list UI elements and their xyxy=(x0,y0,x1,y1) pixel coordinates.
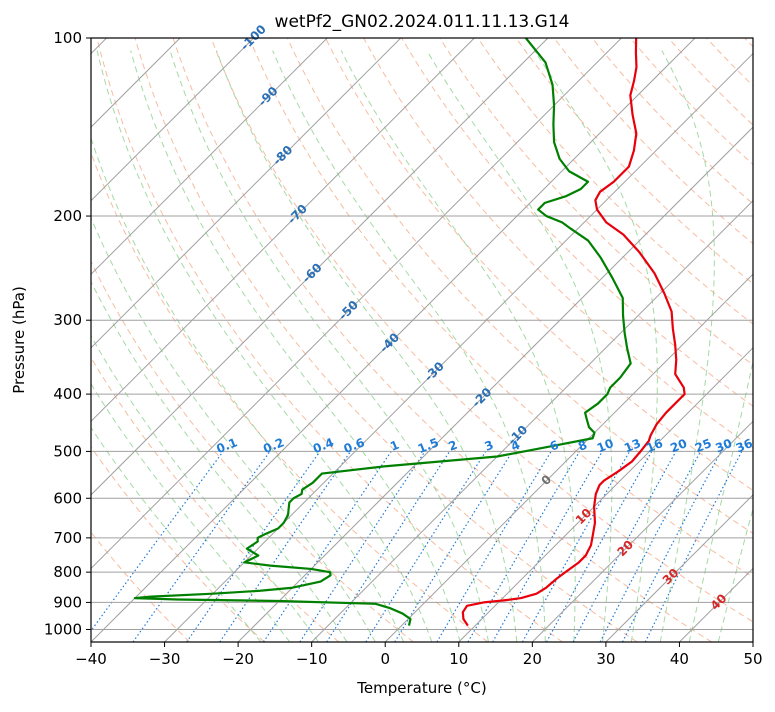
y-tick-label: 500 xyxy=(53,442,82,460)
y-tick-label: 100 xyxy=(53,29,82,47)
isotherm-line xyxy=(164,52,753,642)
isotherm-line xyxy=(91,38,255,202)
x-tick-label: −40 xyxy=(75,650,107,668)
moist-adiabat xyxy=(688,359,753,642)
isotherm-line xyxy=(91,38,696,642)
moist-adiabat xyxy=(659,50,715,642)
isotherm-line xyxy=(91,38,328,275)
y-tick-label: 600 xyxy=(53,489,82,507)
mixing-ratio-label: 25 xyxy=(693,436,714,455)
dry-adiabat xyxy=(363,38,753,449)
mixing-ratio-line xyxy=(186,451,321,642)
isotherm-line xyxy=(311,199,753,642)
y-tick-label: 200 xyxy=(53,207,82,225)
dry-adiabat xyxy=(134,38,638,642)
mixing-ratio-line xyxy=(326,451,451,642)
dry-adiabat xyxy=(591,38,753,205)
dry-adiabat xyxy=(401,38,753,407)
y-tick-label: 800 xyxy=(53,563,82,581)
x-tick-label: −30 xyxy=(149,650,181,668)
moist-adiabat xyxy=(130,50,461,642)
y-tick-label: 1000 xyxy=(44,620,82,638)
moist-adiabat xyxy=(272,50,546,642)
moist-adiabat xyxy=(533,50,658,642)
dry-adiabat xyxy=(325,38,753,491)
mixing-ratio-line xyxy=(91,451,224,632)
mixing-ratio-line xyxy=(644,451,743,642)
moist-adiabat xyxy=(717,507,753,642)
dry-adiabat xyxy=(91,445,265,642)
isotherm-line xyxy=(605,494,753,642)
x-tick-label: 50 xyxy=(743,650,762,668)
dry-adiabat xyxy=(248,38,753,578)
x-tick-label: 30 xyxy=(596,650,615,668)
mixing-ratio-label: 30 xyxy=(713,436,734,455)
isotherm-line xyxy=(91,38,475,423)
moist-adiabat xyxy=(340,50,576,642)
x-tick-label: −20 xyxy=(222,650,254,668)
temperature-profile xyxy=(461,38,686,627)
x-tick-label: 20 xyxy=(523,650,542,668)
isotherm-line xyxy=(91,38,402,349)
mixing-ratio-label: 13 xyxy=(622,436,643,455)
y-tick-label: 900 xyxy=(53,593,82,611)
dry-adiabat xyxy=(96,38,563,642)
isotherm-line xyxy=(384,273,753,642)
dry-adiabat xyxy=(91,260,414,642)
mixing-ratio-line xyxy=(572,451,677,642)
isotherm-line xyxy=(91,38,622,570)
mixing-ratio-line xyxy=(546,451,653,642)
mixing-ratio-label: 10 xyxy=(595,436,616,455)
y-axis-label: Pressure (hPa) xyxy=(10,286,28,394)
moist-adiabat xyxy=(169,50,489,642)
moist-adiabat xyxy=(96,50,433,642)
moist-adiabat xyxy=(91,280,348,642)
y-tick-label: 700 xyxy=(53,529,82,547)
x-tick-label: 40 xyxy=(670,650,689,668)
dry-adiabat xyxy=(210,38,753,623)
isotherm-line xyxy=(91,38,549,496)
y-tick-label: 400 xyxy=(53,385,82,403)
mixing-ratio-label: 36 xyxy=(734,436,755,455)
mixing-ratio-line xyxy=(263,451,392,642)
x-tick-label: 10 xyxy=(449,650,468,668)
isotherm-line xyxy=(237,126,753,642)
isotherm-line xyxy=(458,347,753,642)
dewpoint-profile xyxy=(133,38,632,626)
mixing-ratio-label: 16 xyxy=(644,436,665,455)
mixing-ratio-line xyxy=(521,451,631,642)
x-tick-label: −10 xyxy=(296,650,328,668)
x-axis-label: Temperature (°C) xyxy=(356,679,486,697)
mixing-ratio-label: 20 xyxy=(668,436,689,455)
isotherm-line xyxy=(531,420,753,642)
mixing-ratio-line xyxy=(299,451,426,642)
mixing-ratio-line xyxy=(219,451,352,642)
chart-title: wetPf2_GN02.2024.011.11.13.G14 xyxy=(275,12,570,32)
dry-adiabat xyxy=(629,38,753,166)
plot-frame xyxy=(90,37,754,643)
x-tick-label: 0 xyxy=(380,650,390,668)
y-tick-label: 300 xyxy=(53,311,82,329)
mixing-ratio-line xyxy=(394,451,513,642)
